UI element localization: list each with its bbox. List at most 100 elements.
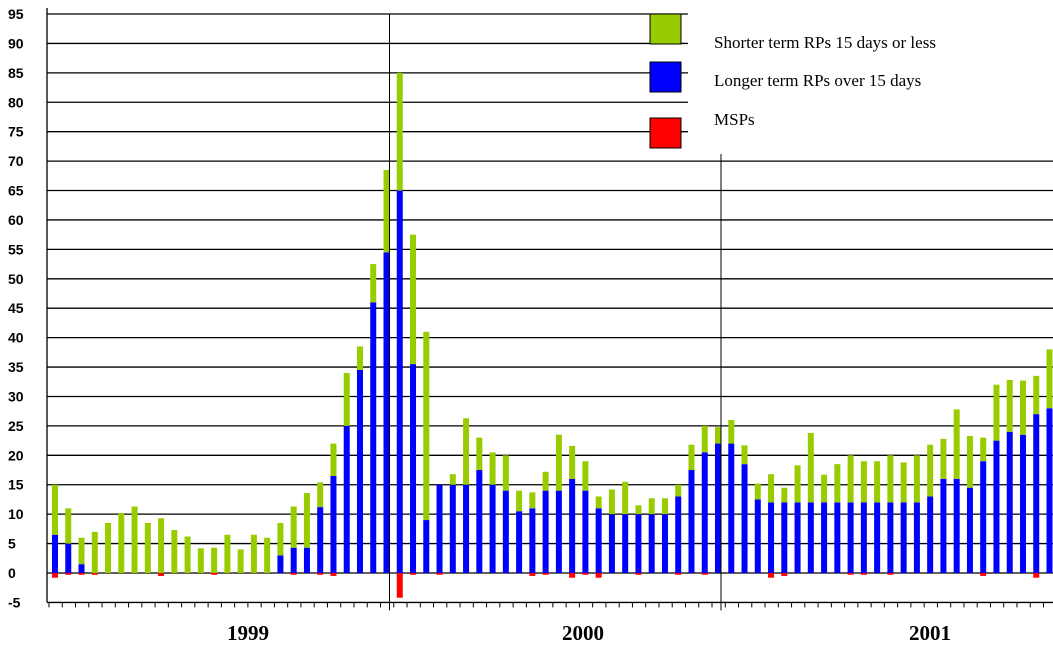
y-tick-label: 45: [8, 300, 24, 316]
bar-shorter-term: [635, 505, 642, 515]
bar-longer-term: [993, 440, 1000, 573]
bar-shorter-term: [834, 464, 841, 503]
bar-shorter-term: [860, 461, 867, 503]
bar-longer-term: [555, 490, 562, 573]
bar-shorter-term: [343, 372, 350, 426]
bar-shorter-term: [449, 474, 456, 485]
bar-shorter-term: [807, 432, 814, 503]
bar-shorter-term: [900, 462, 907, 503]
bar-longer-term: [516, 511, 523, 573]
bar-shorter-term: [966, 435, 973, 488]
bar-longer-term: [65, 543, 72, 573]
legend-swatch: [649, 13, 682, 45]
bar-msp: [410, 573, 417, 575]
bars: [52, 72, 1053, 598]
bar-msp: [330, 573, 337, 576]
bar-msp: [317, 573, 324, 575]
bar-longer-term: [927, 496, 934, 573]
bar-longer-term: [52, 534, 58, 573]
y-tick-label: 95: [8, 6, 24, 22]
gridlines: [47, 13, 1053, 574]
bar-longer-term: [330, 475, 337, 573]
bar-longer-term: [370, 302, 377, 573]
bar-longer-term: [874, 502, 881, 573]
bar-shorter-term: [913, 455, 920, 503]
bar-shorter-term: [264, 537, 271, 573]
bar-longer-term: [821, 502, 828, 573]
y-tick-label: -5: [8, 594, 21, 610]
bar-shorter-term: [608, 489, 615, 515]
legend-label: Shorter term RPs 15 days or less: [714, 33, 936, 52]
bar-msp: [980, 573, 987, 576]
bar-shorter-term: [953, 409, 960, 479]
bar-shorter-term: [396, 72, 403, 191]
y-tick-label: 50: [8, 271, 24, 287]
bar-msp: [847, 573, 854, 575]
bar-longer-term: [303, 547, 310, 573]
bar-shorter-term: [277, 522, 284, 556]
bar-shorter-term: [78, 537, 85, 565]
bar-longer-term: [356, 369, 363, 573]
bar-shorter-term: [1033, 375, 1040, 415]
bar-shorter-term: [529, 492, 536, 509]
bar-shorter-term: [383, 169, 390, 253]
bar-shorter-term: [768, 474, 775, 503]
bar-msp: [860, 573, 867, 575]
bar-longer-term: [463, 484, 470, 573]
bar-shorter-term: [980, 437, 987, 462]
bar-msp: [595, 573, 602, 578]
y-tick-label: 60: [8, 212, 24, 228]
bar-longer-term: [661, 514, 668, 573]
bar-shorter-term: [1019, 380, 1026, 435]
bar-longer-term: [900, 502, 907, 573]
bar-shorter-term: [211, 547, 218, 573]
bar-msp: [781, 573, 788, 576]
bar-longer-term: [953, 478, 960, 573]
bar-shorter-term: [91, 531, 98, 573]
bar-shorter-term: [993, 384, 1000, 441]
bar-longer-term: [635, 514, 642, 573]
bar-longer-term: [410, 364, 417, 573]
bar-shorter-term: [821, 474, 828, 503]
bar-longer-term: [78, 564, 85, 573]
bar-msp: [582, 573, 589, 575]
bar-longer-term: [569, 478, 576, 573]
y-tick-label: 0: [8, 565, 16, 581]
year-label: 2000: [562, 621, 604, 645]
bar-longer-term: [622, 514, 629, 573]
bar-msp: [65, 573, 72, 575]
bar-msp: [529, 573, 536, 576]
bar-longer-term: [489, 484, 496, 573]
bar-shorter-term: [874, 461, 881, 503]
y-tick-label: 75: [8, 124, 24, 140]
x-year-labels: 1999 2000 2001: [227, 621, 951, 645]
bar-longer-term: [847, 502, 854, 573]
bar-msp: [701, 573, 708, 575]
bar-shorter-term: [582, 461, 589, 491]
bar-shorter-term: [463, 418, 470, 485]
legend-swatch: [649, 61, 682, 93]
y-tick-label: 80: [8, 94, 24, 110]
bar-shorter-term: [171, 530, 178, 573]
bar-shorter-term: [303, 492, 310, 548]
bar-longer-term: [449, 484, 456, 573]
bar-shorter-term: [715, 427, 721, 444]
legend: Shorter term RPs 15 days or less Longer t…: [649, 6, 1053, 154]
bar-longer-term: [317, 507, 324, 573]
bar-longer-term: [1033, 414, 1040, 573]
bar-longer-term: [529, 508, 536, 573]
bar-shorter-term: [1006, 379, 1013, 432]
bar-shorter-term: [595, 496, 602, 509]
bar-longer-term: [754, 499, 761, 573]
bar-shorter-term: [290, 506, 297, 548]
bar-longer-term: [913, 502, 920, 573]
bar-shorter-term: [940, 438, 947, 479]
bar-shorter-term: [410, 234, 417, 365]
bar-shorter-term: [423, 331, 430, 521]
bar-shorter-term: [65, 508, 72, 544]
bar-msp: [569, 573, 576, 578]
legend-background: [688, 6, 1053, 154]
bar-shorter-term: [648, 498, 655, 515]
y-tick-label: 40: [8, 330, 24, 346]
y-tick-label: 5: [8, 536, 16, 552]
